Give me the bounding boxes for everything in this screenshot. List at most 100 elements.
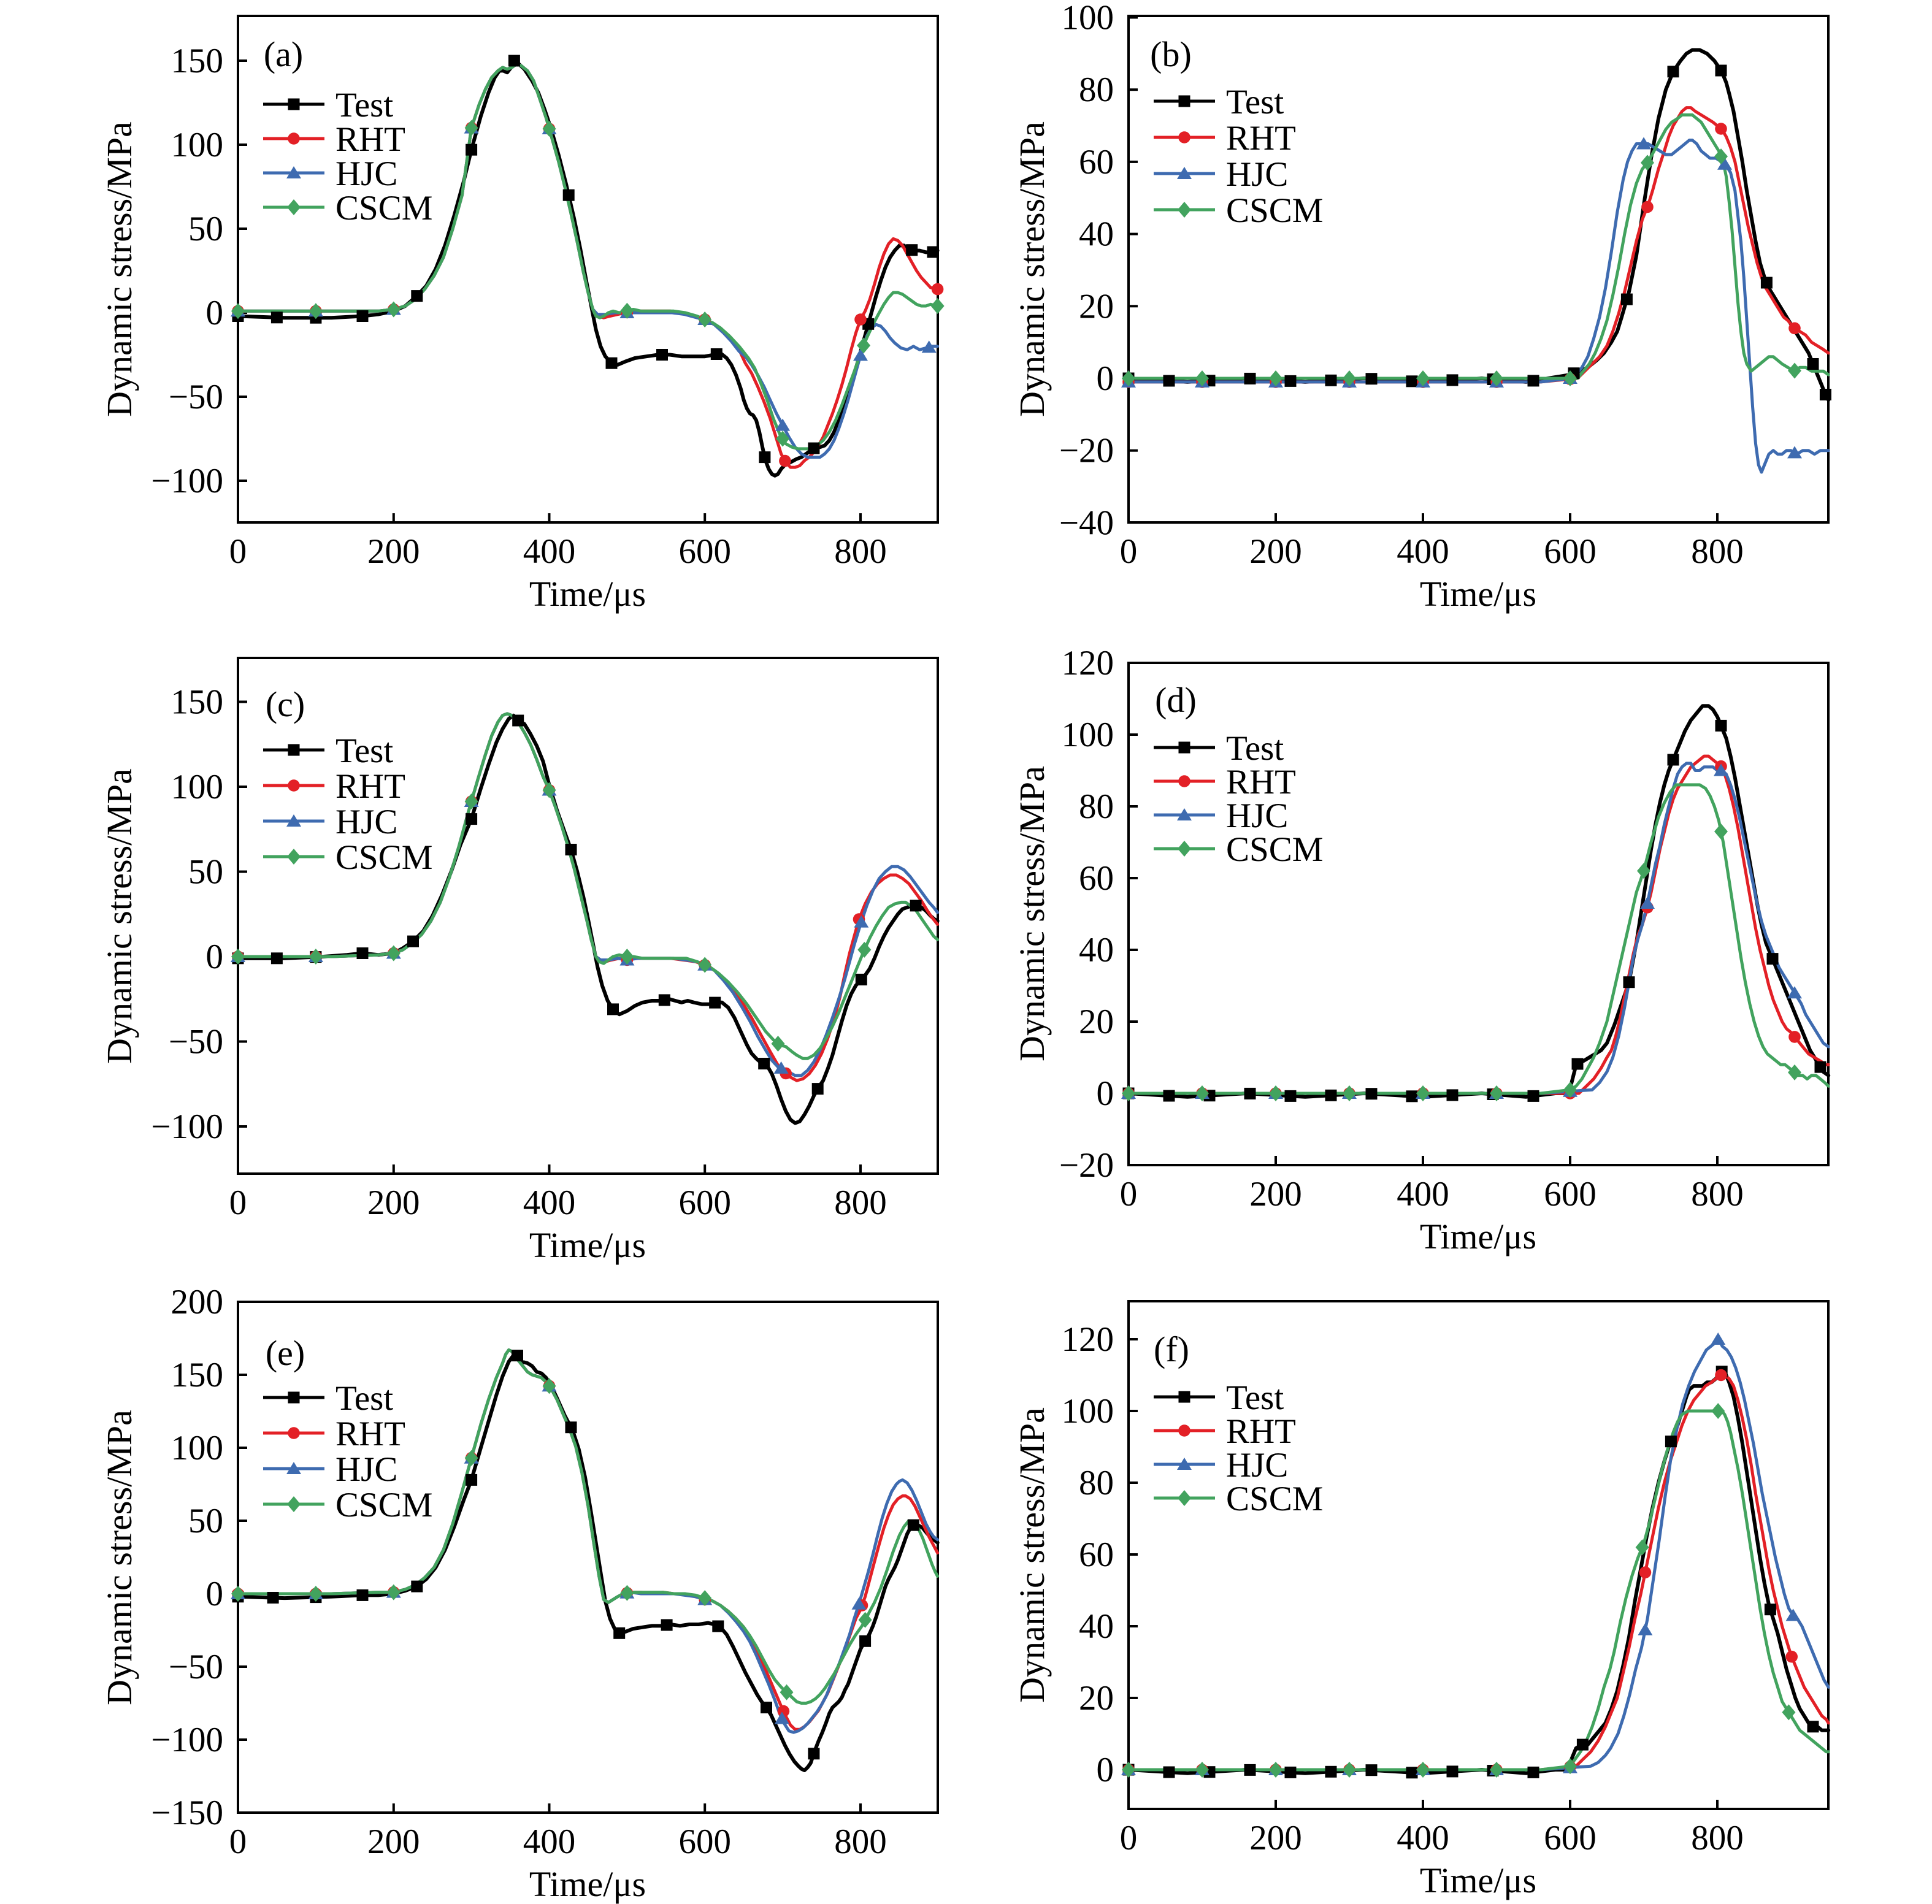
svg-text:HJC: HJC xyxy=(1226,155,1288,194)
svg-text:800: 800 xyxy=(834,1183,887,1222)
svg-text:20: 20 xyxy=(1079,1003,1114,1041)
svg-text:Dynamic stress/MPa: Dynamic stress/MPa xyxy=(99,768,139,1064)
svg-text:50: 50 xyxy=(188,853,223,892)
svg-text:0: 0 xyxy=(1120,1175,1138,1214)
svg-text:CSCM: CSCM xyxy=(335,1486,432,1524)
svg-text:0: 0 xyxy=(206,1575,224,1613)
svg-text:200: 200 xyxy=(367,532,420,571)
svg-text:100: 100 xyxy=(171,1429,224,1467)
svg-text:Test: Test xyxy=(335,732,393,770)
svg-text:−50: −50 xyxy=(169,1023,223,1061)
svg-text:CSCM: CSCM xyxy=(1226,830,1323,869)
svg-text:0: 0 xyxy=(229,1183,247,1222)
svg-text:(c): (c) xyxy=(266,684,305,724)
svg-text:Dynamic stress/MPa: Dynamic stress/MPa xyxy=(1012,766,1052,1061)
svg-text:Time/μs: Time/μs xyxy=(529,574,646,614)
svg-text:400: 400 xyxy=(523,1822,576,1861)
svg-text:Test: Test xyxy=(335,86,393,124)
svg-text:Dynamic stress/MPa: Dynamic stress/MPa xyxy=(99,1410,139,1705)
svg-text:(e): (e) xyxy=(266,1333,305,1373)
svg-text:0: 0 xyxy=(1120,1819,1138,1857)
svg-text:CSCM: CSCM xyxy=(1226,191,1323,230)
svg-text:CSCM: CSCM xyxy=(335,838,432,877)
svg-text:200: 200 xyxy=(367,1183,420,1222)
svg-text:800: 800 xyxy=(1691,1175,1744,1214)
svg-text:40: 40 xyxy=(1079,215,1114,254)
svg-text:Dynamic stress/MPa: Dynamic stress/MPa xyxy=(99,121,139,417)
svg-text:60: 60 xyxy=(1079,859,1114,898)
svg-text:100: 100 xyxy=(171,126,224,164)
svg-text:600: 600 xyxy=(678,1822,731,1861)
svg-text:0: 0 xyxy=(1120,532,1138,571)
svg-text:0: 0 xyxy=(1097,1751,1114,1789)
svg-text:400: 400 xyxy=(523,532,576,571)
svg-text:−100: −100 xyxy=(151,462,223,500)
svg-text:150: 150 xyxy=(171,1356,224,1394)
svg-text:(a): (a) xyxy=(264,34,303,74)
svg-text:600: 600 xyxy=(678,532,731,571)
svg-text:−50: −50 xyxy=(169,1648,223,1686)
svg-text:200: 200 xyxy=(171,1283,224,1321)
svg-text:−20: −20 xyxy=(1059,432,1114,470)
svg-text:20: 20 xyxy=(1079,287,1114,326)
svg-text:HJC: HJC xyxy=(1226,1446,1288,1485)
svg-text:200: 200 xyxy=(367,1822,420,1861)
svg-text:100: 100 xyxy=(1062,0,1114,37)
svg-text:RHT: RHT xyxy=(1226,119,1296,158)
svg-text:60: 60 xyxy=(1079,143,1114,182)
svg-text:80: 80 xyxy=(1079,1464,1114,1502)
svg-text:Dynamic stress/MPa: Dynamic stress/MPa xyxy=(1012,121,1052,417)
svg-text:Test: Test xyxy=(1226,83,1284,121)
svg-text:Test: Test xyxy=(335,1379,393,1418)
svg-text:600: 600 xyxy=(1544,532,1597,571)
svg-text:50: 50 xyxy=(188,1502,223,1540)
svg-text:0: 0 xyxy=(229,532,247,571)
svg-text:HJC: HJC xyxy=(1226,797,1288,835)
svg-text:100: 100 xyxy=(1062,1392,1114,1431)
svg-text:600: 600 xyxy=(678,1183,731,1222)
svg-text:120: 120 xyxy=(1062,644,1114,682)
svg-text:CSCM: CSCM xyxy=(335,189,432,227)
svg-text:Time/μs: Time/μs xyxy=(529,1864,646,1904)
svg-text:0: 0 xyxy=(1097,1074,1114,1113)
svg-text:Test: Test xyxy=(1226,1378,1284,1417)
svg-text:Dynamic stress/MPa: Dynamic stress/MPa xyxy=(1012,1407,1052,1703)
svg-text:200: 200 xyxy=(1249,1819,1302,1857)
svg-text:100: 100 xyxy=(171,768,224,806)
svg-text:0: 0 xyxy=(229,1822,247,1861)
svg-text:100: 100 xyxy=(1062,716,1114,754)
svg-text:−100: −100 xyxy=(151,1107,223,1146)
svg-text:200: 200 xyxy=(1249,532,1302,571)
svg-text:−50: −50 xyxy=(169,378,223,416)
svg-text:HJC: HJC xyxy=(335,155,397,193)
svg-text:400: 400 xyxy=(523,1183,576,1222)
svg-text:400: 400 xyxy=(1397,1819,1449,1857)
svg-text:(b): (b) xyxy=(1150,34,1192,74)
svg-text:RHT: RHT xyxy=(335,767,405,806)
svg-text:200: 200 xyxy=(1249,1175,1302,1214)
svg-text:RHT: RHT xyxy=(335,120,405,159)
svg-text:600: 600 xyxy=(1544,1819,1597,1857)
svg-text:40: 40 xyxy=(1079,1607,1114,1646)
svg-text:−150: −150 xyxy=(151,1794,223,1832)
svg-text:150: 150 xyxy=(171,683,224,722)
svg-text:Time/μs: Time/μs xyxy=(1420,1217,1536,1256)
svg-text:400: 400 xyxy=(1397,1175,1449,1214)
svg-text:40: 40 xyxy=(1079,931,1114,969)
svg-text:Time/μs: Time/μs xyxy=(1420,574,1536,614)
svg-text:800: 800 xyxy=(834,532,887,571)
svg-text:80: 80 xyxy=(1079,71,1114,109)
svg-text:CSCM: CSCM xyxy=(1226,1480,1323,1518)
svg-text:600: 600 xyxy=(1544,1175,1597,1214)
svg-text:−100: −100 xyxy=(151,1721,223,1759)
svg-text:0: 0 xyxy=(1097,359,1114,398)
svg-text:60: 60 xyxy=(1079,1535,1114,1574)
svg-text:HJC: HJC xyxy=(335,803,397,841)
svg-text:RHT: RHT xyxy=(1226,1412,1296,1451)
svg-text:(d): (d) xyxy=(1155,680,1197,720)
svg-text:Test: Test xyxy=(1226,729,1284,768)
svg-text:0: 0 xyxy=(206,294,224,332)
svg-text:Time/μs: Time/μs xyxy=(529,1225,646,1265)
svg-text:−40: −40 xyxy=(1059,503,1114,542)
svg-text:−20: −20 xyxy=(1059,1146,1114,1185)
